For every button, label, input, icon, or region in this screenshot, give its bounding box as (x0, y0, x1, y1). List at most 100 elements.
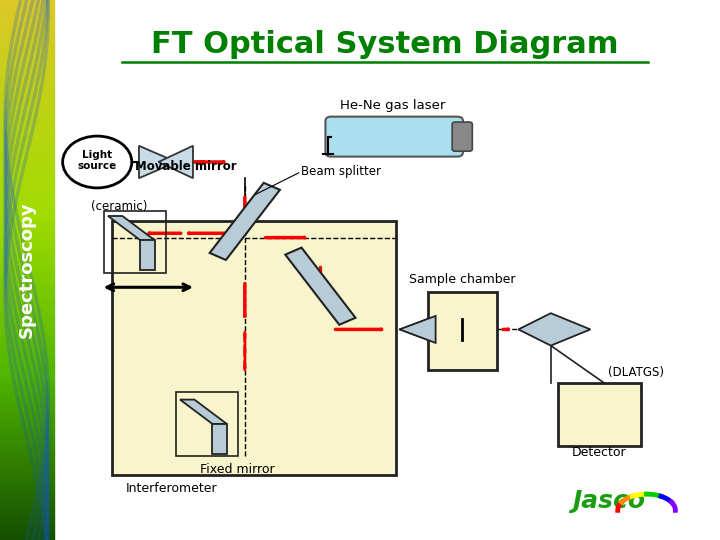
Bar (0, 313, 54, 319)
Bar (0, 362, 54, 367)
Bar (0, 146, 54, 151)
Bar (0, 184, 54, 189)
Bar (0, 22, 54, 27)
Bar (0, 308, 54, 313)
Bar (0, 351, 54, 356)
Bar (0, 81, 54, 86)
Bar (0, 513, 54, 518)
Text: Interferometer: Interferometer (126, 482, 217, 495)
Polygon shape (518, 313, 590, 346)
Bar (0, 243, 54, 248)
Bar (0, 248, 54, 254)
Polygon shape (158, 146, 193, 178)
Bar (0, 502, 54, 508)
Bar (0, 443, 54, 448)
Bar (0, 16, 54, 22)
Bar (0, 113, 54, 119)
Bar (0, 292, 54, 297)
Bar (0, 162, 54, 167)
Bar (0, 200, 54, 205)
Polygon shape (180, 400, 227, 424)
Bar (0, 43, 54, 49)
Bar (558, 383, 641, 446)
Bar (0, 508, 54, 513)
Bar (0, 254, 54, 259)
Bar (0, 324, 54, 329)
Text: (ceramic): (ceramic) (91, 200, 147, 213)
Bar (0, 54, 54, 59)
Bar (0, 470, 54, 475)
Bar (0, 319, 54, 324)
Bar (0, 302, 54, 308)
Bar (0, 464, 54, 470)
Polygon shape (108, 216, 155, 240)
Bar (0, 518, 54, 524)
Bar (0, 481, 54, 486)
Bar (0, 410, 54, 416)
Bar (0, 124, 54, 130)
Bar (0, 238, 54, 243)
Text: Jasco: Jasco (572, 489, 645, 513)
Bar (0, 92, 54, 97)
Bar (0, 329, 54, 335)
Bar (0, 400, 54, 405)
FancyBboxPatch shape (325, 117, 463, 157)
Text: He-Ne gas laser: He-Ne gas laser (340, 99, 445, 112)
Bar (0, 178, 54, 184)
Bar (0, 27, 54, 32)
Bar (0, 475, 54, 481)
Bar (0, 221, 54, 227)
Bar (0, 394, 54, 400)
Bar (0, 32, 54, 38)
Bar (176, 392, 238, 456)
Bar (0, 529, 54, 535)
Bar (0, 378, 54, 383)
Text: FT Optical System Diagram: FT Optical System Diagram (151, 30, 619, 59)
Bar (0, 167, 54, 173)
Bar (104, 211, 166, 273)
Bar (0, 76, 54, 81)
Polygon shape (212, 424, 227, 454)
Text: Movable mirror: Movable mirror (135, 160, 237, 173)
Bar (0, 432, 54, 437)
Bar (0, 373, 54, 378)
Text: Detector: Detector (572, 446, 626, 458)
Bar (0, 194, 54, 200)
Bar (0, 11, 54, 16)
Text: Light
source: Light source (78, 150, 117, 171)
Bar (0, 286, 54, 292)
Bar (0, 454, 54, 459)
Bar (0, 59, 54, 65)
Bar (0, 421, 54, 427)
Bar (0, 157, 54, 162)
Bar (0, 38, 54, 43)
Bar (0, 535, 54, 540)
Bar (0, 281, 54, 286)
Bar (0, 275, 54, 281)
Bar (0, 346, 54, 351)
Bar (428, 292, 497, 370)
Text: Spectroscopy: Spectroscopy (17, 201, 36, 339)
Bar (0, 0, 54, 5)
Bar (0, 216, 54, 221)
Bar (0, 486, 54, 491)
Text: Fixed mirror: Fixed mirror (200, 463, 275, 476)
Bar (0, 135, 54, 140)
Bar (0, 270, 54, 275)
Bar (0, 383, 54, 389)
Bar (0, 140, 54, 146)
Polygon shape (285, 248, 356, 325)
Bar (0, 103, 54, 108)
Text: (DLATGS): (DLATGS) (608, 366, 665, 379)
Bar (0, 297, 54, 302)
Bar (0, 524, 54, 529)
Polygon shape (400, 316, 436, 343)
Bar (0, 389, 54, 394)
Text: Sample chamber: Sample chamber (409, 273, 516, 286)
Bar (0, 108, 54, 113)
Bar (0, 335, 54, 340)
Bar (112, 221, 396, 475)
Bar (0, 356, 54, 362)
Bar (0, 65, 54, 70)
Bar (0, 459, 54, 464)
